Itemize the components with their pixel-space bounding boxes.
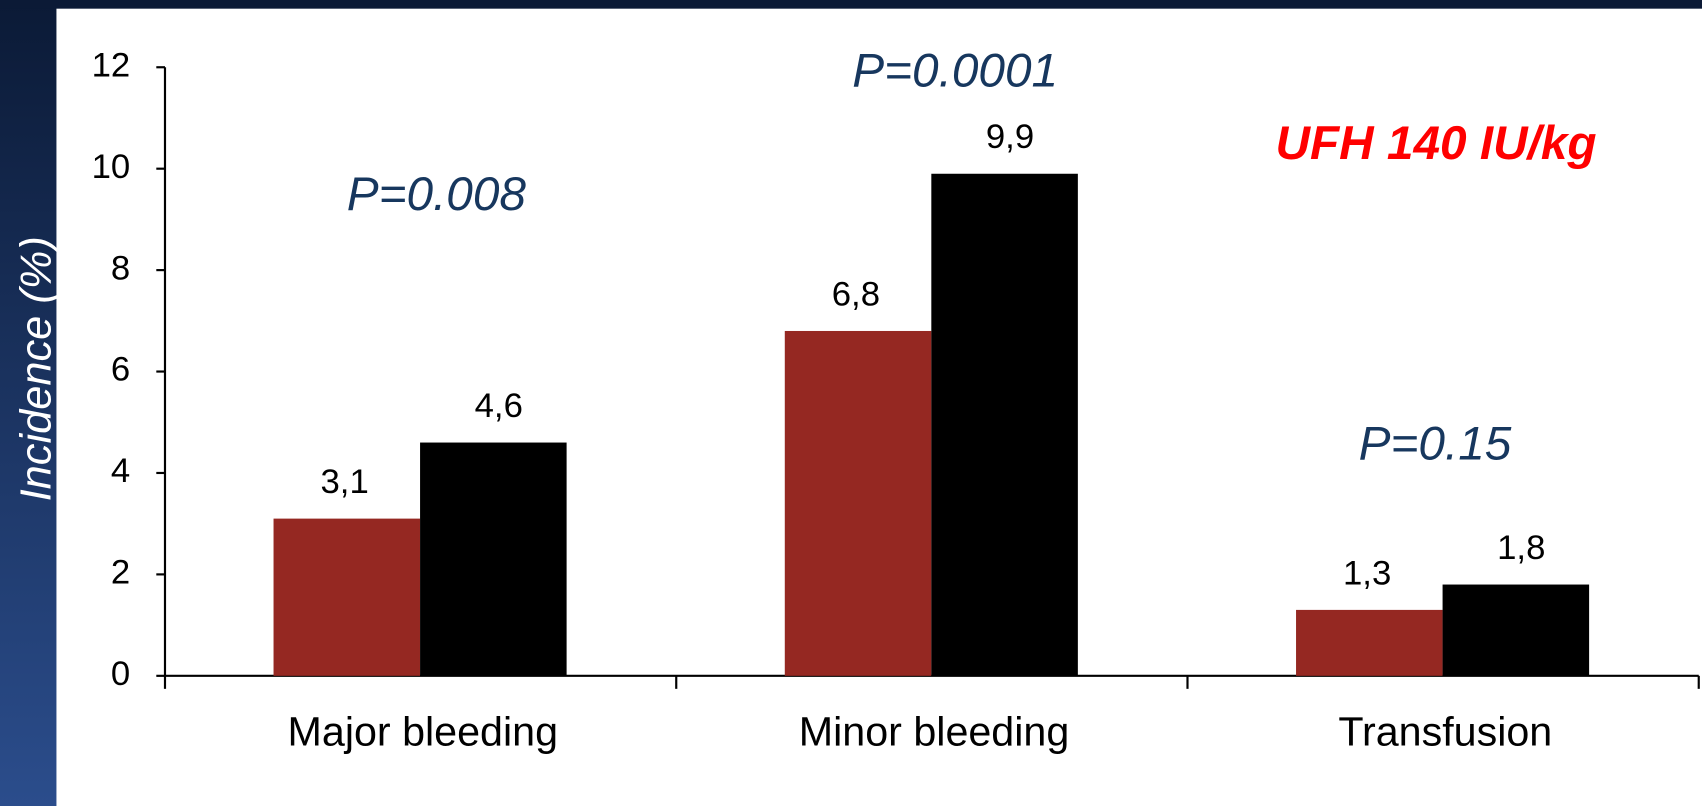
y-tick-label: 12	[92, 46, 131, 84]
value-label: 1,8	[1497, 529, 1545, 567]
annotation: P=0.008	[347, 168, 527, 221]
bar	[273, 518, 421, 676]
y-tick-label: 4	[111, 452, 130, 490]
value-label: 6,8	[832, 275, 880, 313]
y-tick-label: 2	[111, 554, 130, 592]
annotation: P=0.0001	[852, 44, 1058, 97]
value-label: 9,9	[986, 118, 1034, 156]
annotation: P=0.15	[1359, 418, 1512, 471]
y-axis-label: Incidence (%)	[13, 236, 61, 501]
value-label: 3,1	[320, 463, 368, 501]
x-tick-label: Major bleeding	[288, 708, 558, 754]
x-tick-label: Transfusion	[1338, 708, 1552, 754]
bar	[931, 173, 1078, 676]
x-tick-label: Minor bleeding	[799, 708, 1069, 754]
y-tick-label: 8	[111, 249, 130, 287]
top-strip	[0, 0, 1702, 9]
annotation: UFH 140 IU/kg	[1276, 117, 1597, 170]
bar	[1442, 584, 1590, 676]
y-tick-label: 6	[111, 351, 130, 389]
y-tick-label: 0	[111, 655, 130, 693]
bar	[420, 442, 567, 676]
bar	[784, 330, 932, 676]
bar	[1296, 609, 1443, 676]
value-label: 1,3	[1343, 554, 1391, 592]
y-tick-label: 10	[92, 148, 131, 186]
value-label: 4,6	[475, 387, 523, 425]
